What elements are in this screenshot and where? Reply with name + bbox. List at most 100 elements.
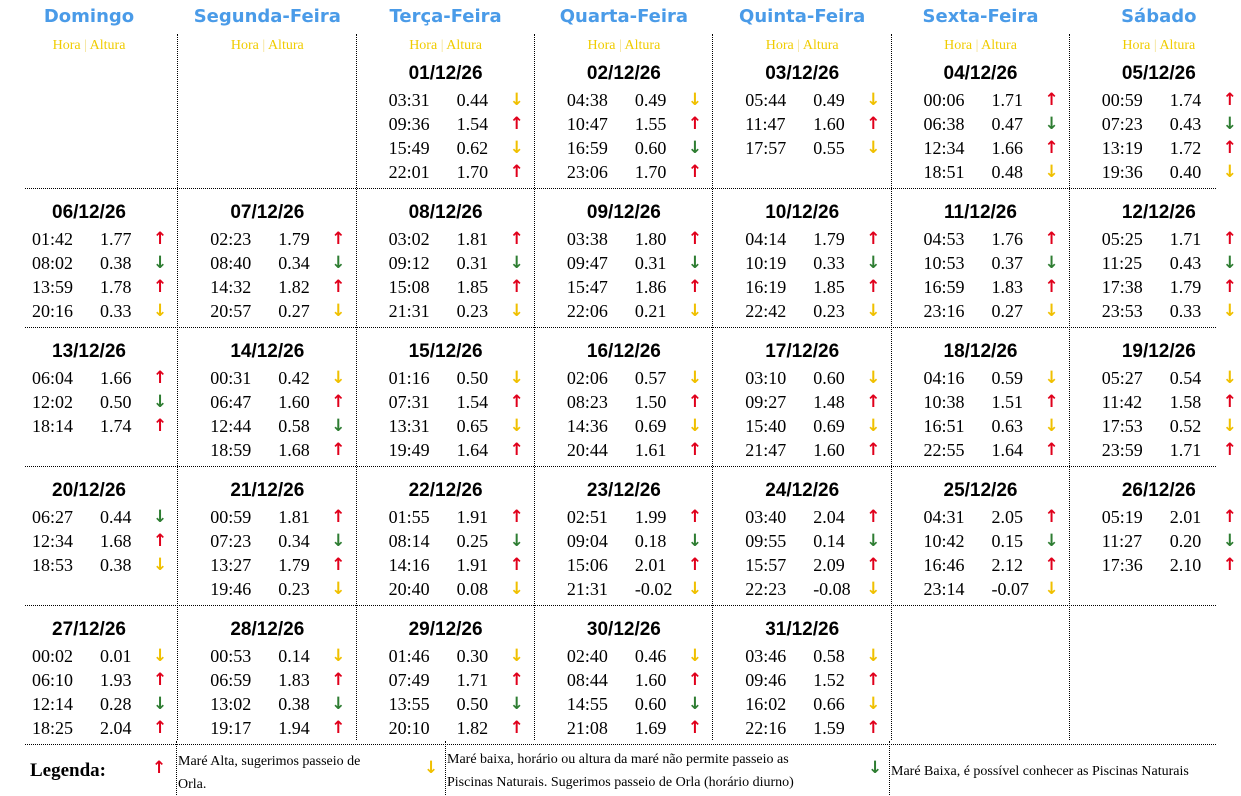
date-label: 11/12/26 [944,202,1017,223]
tide-time: 06:04 [32,368,74,388]
arrow-down-yellow-icon: ↓ [1044,416,1059,436]
arrow-up-red-icon: ↑ [687,670,703,690]
tide-row: 14:55 0.60 ↓ [535,692,713,716]
day-cell: 08/12/26 03:02 1.81 ↑ 09:12 0.31 ↓ 15:08 1.85 ↑ 21… [357,190,535,329]
tide-time: 03:38 [566,229,608,249]
tide-time: 11:42 [1101,392,1143,412]
tide-row: 04:38 0.49 ↓ [535,88,713,112]
arrow-up-red-icon: ↑ [153,416,168,436]
hora-label: Hora [1122,38,1151,53]
tide-time: 18:51 [923,162,965,182]
day-header-1: Segunda-Feira [193,6,341,27]
tide-row: 09:04 0.18 ↓ [535,529,713,553]
arrow-up-red-icon: ↑ [866,718,881,738]
tide-time: 22:23 [745,579,787,599]
arrow-up-red-icon: ↑ [687,718,703,738]
tide-height: -0.07 [991,579,1030,599]
arrow-down-green-icon: ↓ [866,253,881,273]
arrow-up-red-icon: ↑ [509,114,524,134]
tide-time: 01:42 [32,229,74,249]
tide-time: 13:59 [32,277,74,297]
day-cell: 18/12/26 04:16 0.59 ↓ 10:38 1.51 ↑ 16:51 0.63 ↓ 22… [892,329,1070,468]
arrow-up-red-icon: ↑ [866,114,881,134]
tide-height: 1.64 [456,440,489,460]
tide-time: 05:25 [1101,229,1143,249]
tide-time: 11:47 [745,114,786,134]
tide-time: 17:57 [745,138,787,158]
tide-time: 03:31 [388,90,430,110]
tide-row: 21:31 -0.02 ↓ [535,577,713,601]
arrow-down-yellow-icon: ↓ [153,555,168,575]
tide-time: 06:27 [32,507,74,527]
tide-height: 0.60 [634,694,667,714]
tide-height: 1.85 [456,277,489,297]
tide-height: 2.05 [991,507,1024,527]
tide-time: 10:42 [923,531,965,551]
tide-time: 06:47 [210,392,252,412]
legend-text: Piscinas Naturais. Sugerimos passeio de … [447,775,794,790]
tide-height: 0.30 [456,646,489,666]
tide-height: 0.28 [100,694,132,714]
tide-time: 10:47 [566,114,608,134]
tide-time: 02:23 [210,229,252,249]
tide-row: 17:57 0.55 ↓ [713,136,891,160]
tide-time: 02:06 [566,368,608,388]
tide-time: 22:06 [566,301,608,321]
tide-row: 10:53 0.37 ↓ [892,251,1070,275]
day-cell: 03/12/26 05:44 0.49 ↓ 11:47 1.60 ↑ 17:57 0.55 ↓ [713,51,891,190]
tide-time: 23:14 [923,579,965,599]
arrow-up-red-icon: ↑ [1222,392,1238,412]
arrow-up-red-icon: ↑ [331,277,346,297]
legend-low-tide-no-pools: Maré baixa, horário ou altura da maré nã… [447,748,794,794]
tide-time: 09:27 [745,392,787,412]
tide-row: 00:59 1.81 ↑ [178,505,356,529]
tide-row: 16:46 2.12 ↑ [892,553,1070,577]
tide-row: 18:51 0.48 ↓ [892,160,1070,184]
tide-time: 14:32 [210,277,252,297]
arrow-down-yellow-icon: ↓ [866,646,881,666]
tide-time: 23:53 [1101,301,1143,321]
tide-time: 01:55 [388,507,430,527]
arrow-up-red-icon: ↑ [866,392,881,412]
arrow-down-yellow-icon: ↓ [1222,416,1238,436]
tide-height: 1.91 [456,507,489,527]
tide-height: 0.44 [100,507,132,527]
tide-height: 0.59 [991,368,1024,388]
day-cell: 19/12/26 05:27 0.54 ↓ 11:42 1.58 ↑ 17:53 0.52 ↓ 23… [1070,329,1241,468]
arrow-down-yellow-icon: ↓ [509,368,524,388]
arrow-down-green-icon: ↓ [1044,114,1059,134]
tide-height: 1.99 [634,507,667,527]
tide-height: 1.51 [991,392,1024,412]
tide-time: 21:08 [566,718,608,738]
tide-time: 17:38 [1101,277,1143,297]
tide-height: 1.52 [813,670,845,690]
altura-label: Altura [981,38,1017,53]
tide-height: 0.21 [634,301,667,321]
tide-height: 1.71 [1169,229,1202,249]
tide-row: 23:59 1.71 ↑ [1070,438,1241,462]
arrow-up-red-icon: ↑ [687,162,703,182]
tide-height: 0.40 [1169,162,1202,182]
tide-row: 23:53 0.33 ↓ [1070,299,1241,323]
tide-row: 03:46 0.58 ↓ [713,644,891,668]
tide-row: 15:40 0.69 ↓ [713,414,891,438]
arrow-up-red-icon: ↑ [509,718,524,738]
tide-row: 22:01 1.70 ↑ [357,160,535,184]
tide-time: 00:53 [210,646,252,666]
date-label: 12/12/26 [1121,202,1196,223]
tide-row: 13:02 0.38 ↓ [178,692,356,716]
tide-height: 2.01 [634,555,667,575]
tide-row: 09:46 1.52 ↑ [713,668,891,692]
tide-height: 0.69 [813,416,845,436]
arrow-up-red-icon: ↑ [1222,90,1238,110]
arrow-up-red-icon: ↑ [509,555,524,575]
date-label: 01/12/26 [408,63,483,84]
tide-height: 1.55 [634,114,667,134]
tide-height: 0.14 [278,646,310,666]
arrow-down-yellow-icon: ↓ [509,416,524,436]
arrow-up-red-icon: ↑ [1044,90,1059,110]
tide-row: 00:02 0.01 ↓ [0,644,178,668]
day-cell: 27/12/26 00:02 0.01 ↓ 06:10 1.93 ↑ 12:14 0.28 ↓ 18… [0,607,178,746]
tide-height: 2.01 [1169,507,1202,527]
tide-height: 0.43 [1169,114,1202,134]
